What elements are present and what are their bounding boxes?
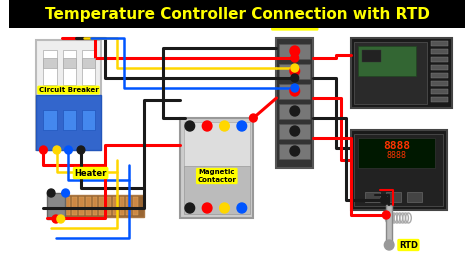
Bar xyxy=(92,197,97,215)
Bar xyxy=(430,57,448,62)
Circle shape xyxy=(290,66,300,76)
Bar xyxy=(47,193,64,219)
Bar xyxy=(184,122,249,167)
Bar xyxy=(44,110,57,130)
Bar xyxy=(279,104,310,119)
Text: Circuit Breaker: Circuit Breaker xyxy=(38,87,98,93)
Circle shape xyxy=(53,146,61,154)
Bar xyxy=(386,192,401,202)
Circle shape xyxy=(219,203,229,213)
Text: Magnetic
Contactor: Magnetic Contactor xyxy=(197,169,236,183)
Circle shape xyxy=(202,121,212,131)
Circle shape xyxy=(57,215,64,223)
Bar xyxy=(113,197,118,215)
Text: RTD: RTD xyxy=(399,240,418,250)
Bar xyxy=(82,50,95,85)
Bar xyxy=(279,144,310,159)
Bar xyxy=(355,42,427,104)
Bar xyxy=(82,58,95,68)
Circle shape xyxy=(290,146,300,156)
Circle shape xyxy=(383,211,390,219)
Bar xyxy=(180,118,254,218)
Bar xyxy=(63,50,76,85)
Circle shape xyxy=(381,196,388,204)
Circle shape xyxy=(202,203,212,213)
Circle shape xyxy=(47,189,55,197)
Circle shape xyxy=(237,121,246,131)
Circle shape xyxy=(52,215,60,223)
Circle shape xyxy=(62,189,69,197)
Text: Heater: Heater xyxy=(74,168,107,177)
Bar xyxy=(365,192,380,202)
Bar xyxy=(106,197,111,215)
Bar xyxy=(279,124,310,139)
Bar xyxy=(430,65,448,70)
Circle shape xyxy=(185,121,195,131)
Bar xyxy=(133,197,138,215)
Bar xyxy=(59,197,64,215)
Bar xyxy=(358,138,436,168)
Bar xyxy=(430,97,448,102)
Bar xyxy=(36,40,101,150)
Bar xyxy=(99,197,104,215)
Bar xyxy=(430,41,448,46)
Circle shape xyxy=(290,46,300,56)
Bar xyxy=(279,44,310,59)
Circle shape xyxy=(291,84,299,92)
Bar xyxy=(63,58,76,68)
Bar xyxy=(430,73,448,78)
Circle shape xyxy=(291,54,299,62)
Bar xyxy=(44,50,57,85)
Bar xyxy=(65,197,71,215)
Bar xyxy=(386,205,392,245)
Circle shape xyxy=(384,240,394,250)
Bar xyxy=(279,84,310,99)
Bar xyxy=(351,38,452,108)
Text: Temperature Controller Connection with RTD: Temperature Controller Connection with R… xyxy=(45,6,429,22)
Bar xyxy=(63,110,76,130)
Text: 8888: 8888 xyxy=(387,152,407,160)
Circle shape xyxy=(291,64,299,72)
Bar xyxy=(119,197,124,215)
Circle shape xyxy=(249,114,257,122)
Bar xyxy=(351,130,447,210)
Bar xyxy=(430,89,448,94)
Bar xyxy=(82,110,95,130)
Circle shape xyxy=(237,203,246,213)
Circle shape xyxy=(290,86,300,96)
Bar xyxy=(279,64,310,79)
Circle shape xyxy=(219,121,229,131)
Circle shape xyxy=(290,106,300,116)
Bar xyxy=(126,197,131,215)
Bar xyxy=(184,166,249,214)
Text: 8888: 8888 xyxy=(383,141,410,151)
Bar xyxy=(430,49,448,54)
Bar xyxy=(276,38,313,168)
Circle shape xyxy=(291,74,299,82)
Circle shape xyxy=(40,146,47,154)
Bar xyxy=(358,46,416,76)
Circle shape xyxy=(77,146,85,154)
Bar xyxy=(79,197,84,215)
Bar xyxy=(44,58,57,68)
Bar xyxy=(430,81,448,86)
Bar xyxy=(36,95,101,150)
Circle shape xyxy=(185,203,195,213)
Bar xyxy=(362,50,382,62)
Bar xyxy=(86,197,91,215)
Bar xyxy=(9,0,465,28)
Bar xyxy=(355,134,443,206)
Bar xyxy=(57,195,144,217)
Circle shape xyxy=(64,146,73,154)
Text: Temperature
Controller: Temperature Controller xyxy=(273,19,317,30)
Bar xyxy=(408,192,422,202)
Circle shape xyxy=(290,126,300,136)
Bar xyxy=(73,197,77,215)
